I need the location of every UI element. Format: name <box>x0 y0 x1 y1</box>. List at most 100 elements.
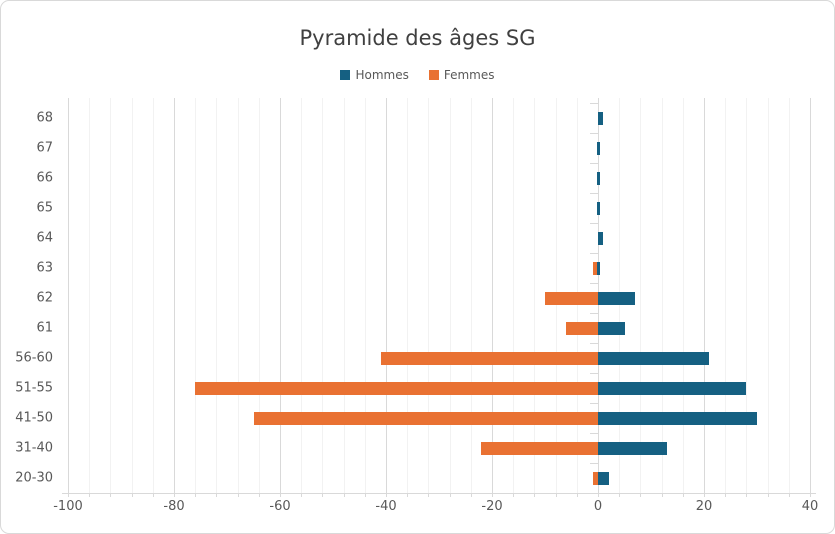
x-axis-tick <box>110 493 112 497</box>
gridline-minor <box>788 98 790 493</box>
legend-swatch-femmes-icon <box>428 70 439 80</box>
category-label: 67 <box>36 140 53 156</box>
x-axis-tick <box>195 493 197 497</box>
x-axis-tick <box>810 493 811 497</box>
x-axis-tick <box>301 493 303 497</box>
category-axis-tick <box>590 343 598 344</box>
x-axis-tick <box>258 493 260 497</box>
legend-swatch-hommes-icon <box>340 70 351 80</box>
category-label: 20-30 <box>15 470 53 486</box>
category-label: 51-55 <box>15 380 53 396</box>
bar-hommes-62 <box>598 291 636 305</box>
category-axis-tick <box>590 433 598 434</box>
x-axis-tick <box>364 493 366 497</box>
category-label: 65 <box>36 200 53 216</box>
gridline-major <box>280 98 281 493</box>
category-axis-tick <box>590 253 598 254</box>
gridline-minor <box>534 98 536 493</box>
bar-femmes-62 <box>545 291 598 305</box>
category-label: 31-40 <box>15 440 53 456</box>
x-axis-tick <box>237 493 239 497</box>
gridline-minor <box>258 98 260 493</box>
category-axis-tick <box>590 373 598 374</box>
gridline-minor <box>407 98 409 493</box>
category-axis-tick <box>590 283 598 284</box>
x-tick-label: 40 <box>801 499 819 514</box>
gridline-minor <box>682 98 684 493</box>
bar-hommes-31-40 <box>598 441 667 455</box>
gridline-minor <box>449 98 451 493</box>
x-axis-tick <box>407 493 409 497</box>
category-axis-tick <box>590 493 598 494</box>
gridline-minor <box>661 98 663 493</box>
category-label: 62 <box>36 290 53 306</box>
x-tick-label: 0 <box>593 499 603 514</box>
bar-hommes-61 <box>598 321 625 335</box>
x-axis-tick <box>131 493 133 497</box>
category-axis-tick <box>590 313 598 314</box>
x-axis-tick <box>704 493 705 497</box>
x-axis-tick <box>343 493 345 497</box>
x-tick-label: -20 <box>481 499 503 514</box>
x-tick-label: -40 <box>375 499 397 514</box>
x-axis-tick <box>492 493 493 497</box>
gridline-major <box>174 98 175 493</box>
category-axis-tick <box>590 133 598 134</box>
gridline-major <box>68 98 69 493</box>
gridline-minor <box>322 98 324 493</box>
legend: Hommes Femmes <box>1 68 834 82</box>
gridline-minor <box>746 98 748 493</box>
bar-hommes-56-60 <box>598 351 710 365</box>
gridline-minor <box>237 98 239 493</box>
bar-hommes-20-30 <box>598 471 609 485</box>
bar-hommes-66-zero <box>596 171 600 185</box>
bar-femmes-41-50 <box>253 411 598 425</box>
x-axis-tick <box>428 493 430 497</box>
bar-hommes-51-55 <box>598 381 747 395</box>
gridline-minor <box>110 98 112 493</box>
gridline-minor <box>301 98 303 493</box>
x-axis-tick <box>682 493 684 497</box>
category-axis-tick <box>590 103 598 104</box>
bar-hommes-68 <box>598 111 604 125</box>
category-label: 61 <box>36 320 53 336</box>
x-axis-tick <box>216 493 218 497</box>
gridline-major <box>810 98 811 493</box>
category-axis-tick <box>590 403 598 404</box>
category-axis-tick <box>590 163 598 164</box>
x-axis-tick <box>788 493 790 497</box>
legend-item-hommes: Hommes <box>340 68 409 82</box>
bar-femmes-61 <box>566 321 598 335</box>
category-label: 41-50 <box>15 410 53 426</box>
gridline-major <box>386 98 387 493</box>
x-axis-tick <box>598 493 599 497</box>
bar-femmes-63 <box>592 261 598 275</box>
chart-title: Pyramide des âges SG <box>299 26 536 50</box>
bar-hommes-63-zero <box>596 261 600 275</box>
x-axis-tick <box>152 493 154 497</box>
category-axis-tick <box>590 463 598 464</box>
bar-femmes-56-60 <box>380 351 598 365</box>
gridline-major <box>492 98 493 493</box>
gridline-minor <box>767 98 769 493</box>
category-label: 63 <box>36 260 53 276</box>
category-axis-tick <box>590 223 598 224</box>
x-axis-tick <box>555 493 557 497</box>
x-axis-tick <box>725 493 727 497</box>
category-axis-tick <box>590 193 598 194</box>
x-axis-tick <box>174 493 175 497</box>
gridline-minor <box>89 98 91 493</box>
x-tick-label: -60 <box>269 499 291 514</box>
bar-hommes-65-zero <box>596 201 600 215</box>
category-label: 66 <box>36 170 53 186</box>
gridline-minor <box>725 98 727 493</box>
bar-hommes-64 <box>598 231 604 245</box>
x-axis-tick <box>280 493 281 497</box>
x-axis-tick <box>470 493 472 497</box>
bar-hommes-67-zero <box>596 141 600 155</box>
x-axis-tick <box>661 493 663 497</box>
x-axis-tick <box>534 493 536 497</box>
gridline-minor <box>131 98 133 493</box>
x-axis-tick <box>767 493 769 497</box>
